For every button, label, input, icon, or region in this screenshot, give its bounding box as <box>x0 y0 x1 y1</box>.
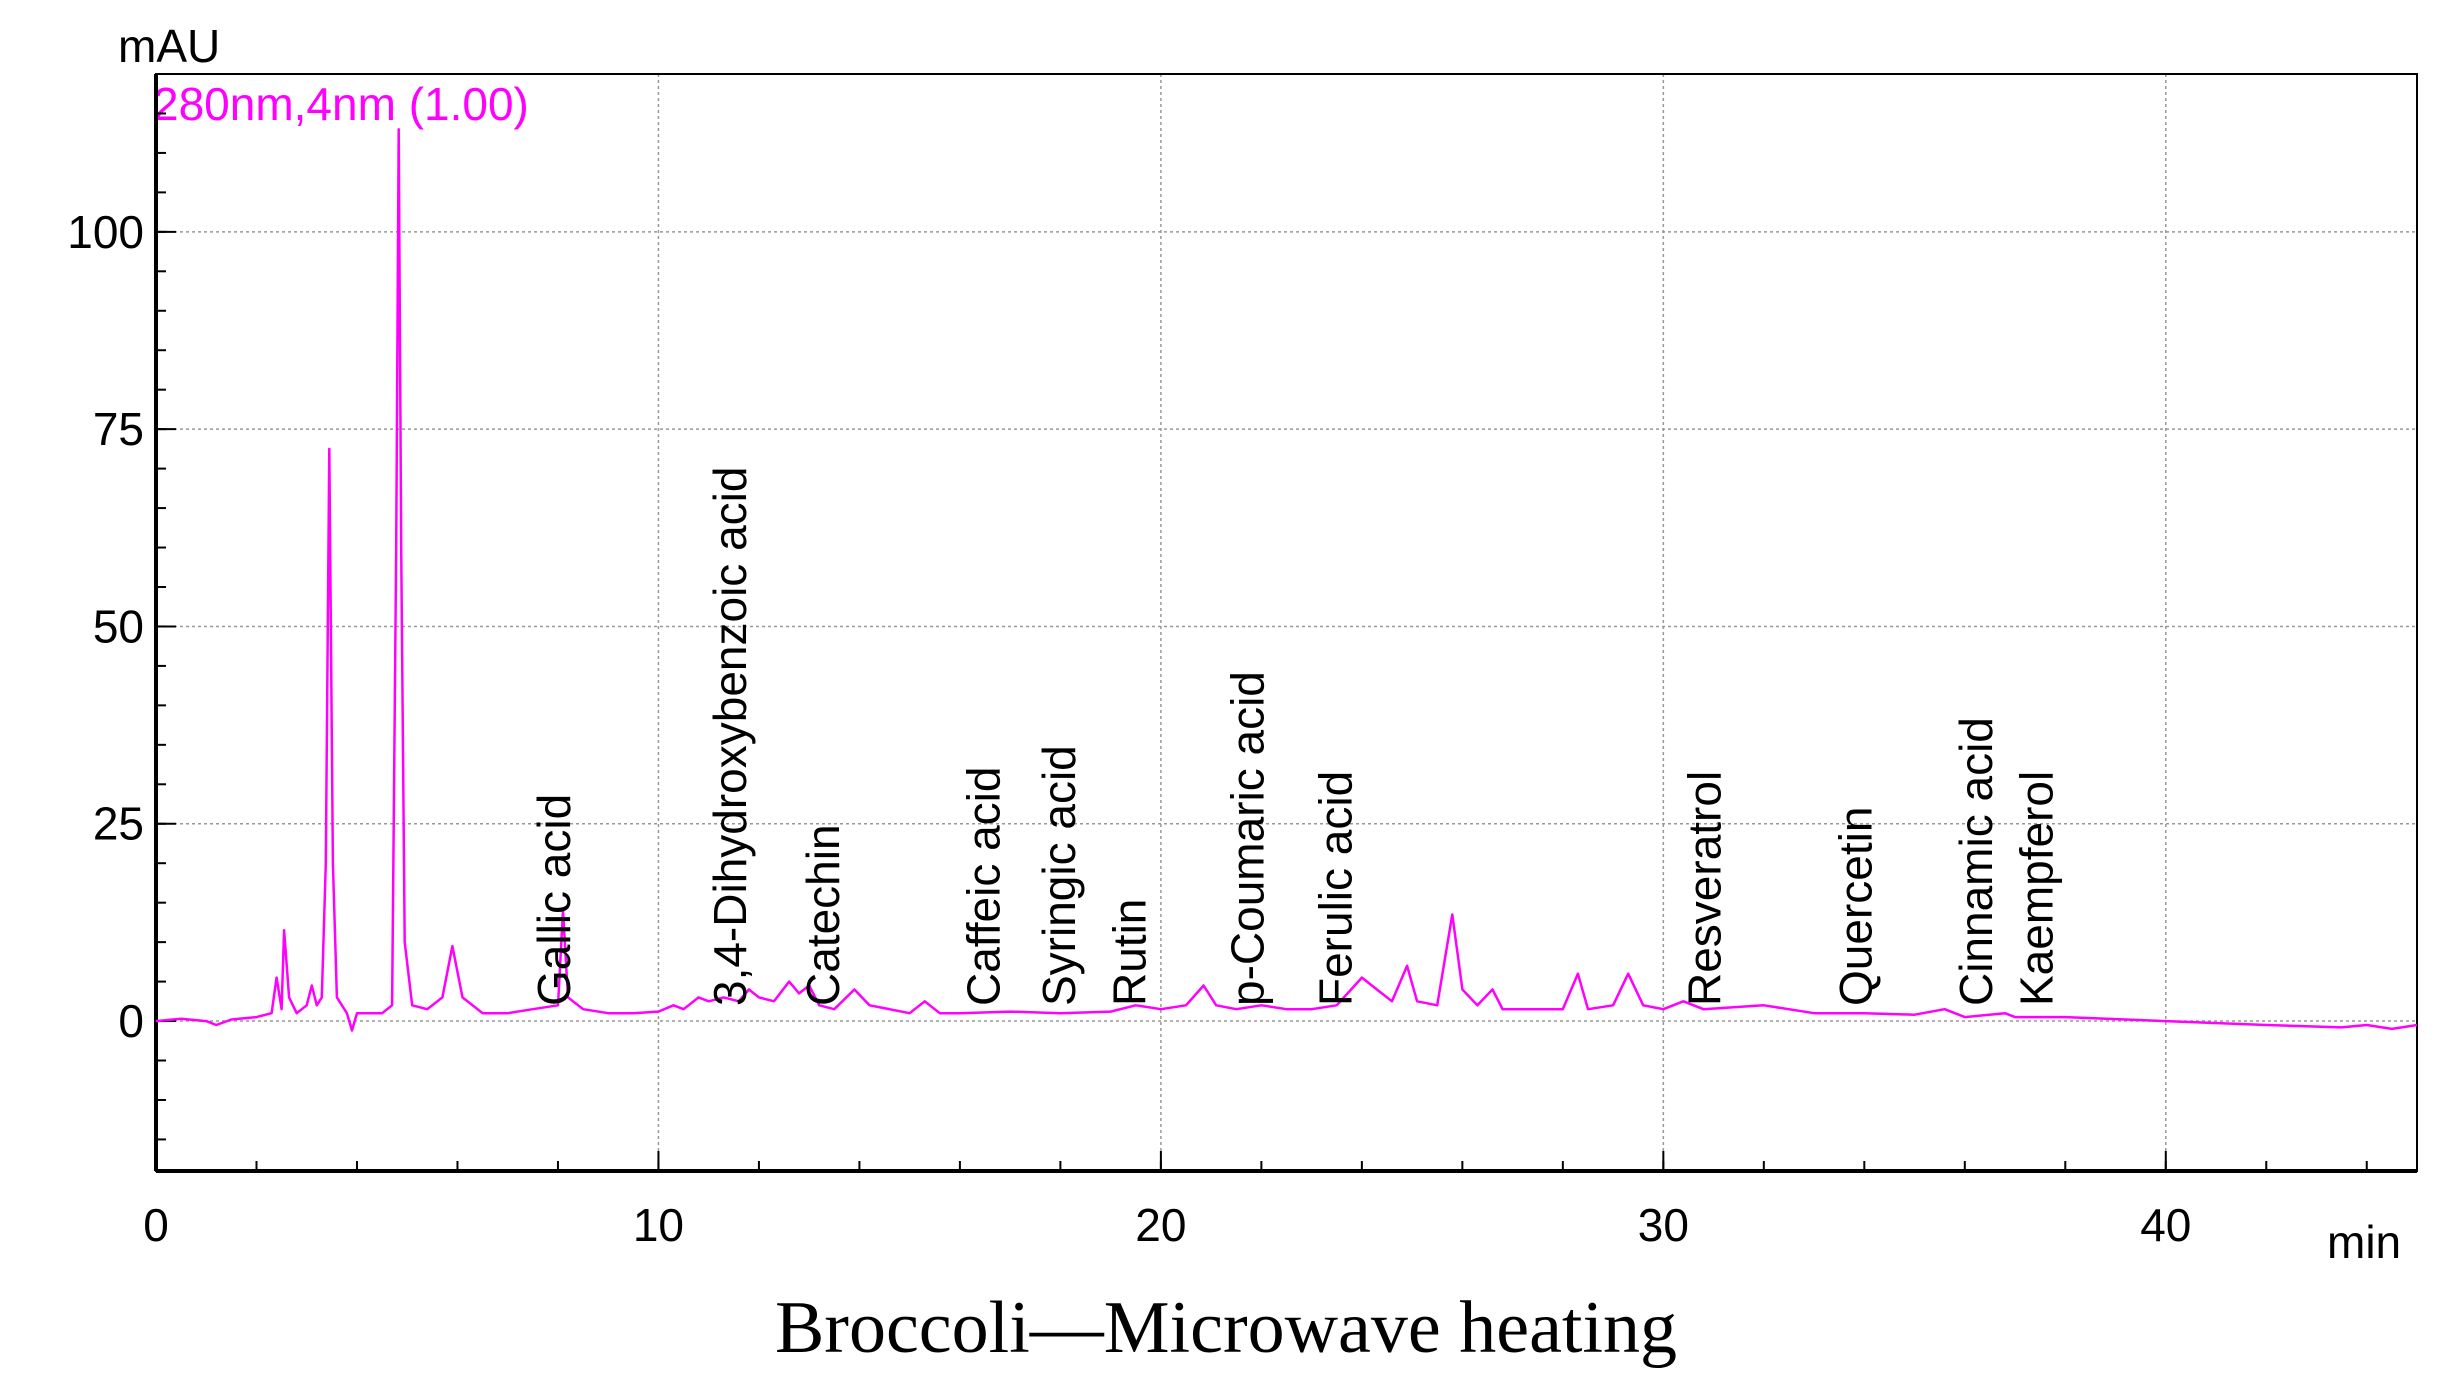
peak-label: Syringic acid <box>1033 745 1085 1006</box>
peak-label: 3,4-Dihydroxybenzoic acid <box>704 467 756 1006</box>
trace <box>155 127 2418 1032</box>
series-label: 280nm,4nm (1.00) <box>153 78 529 130</box>
peak-label: Caffeic acid <box>958 766 1010 1006</box>
peak-label: Resveratrol <box>1679 771 1731 1006</box>
y-axis-label: mAU <box>118 20 220 72</box>
peak-label: Rutin <box>1103 899 1155 1006</box>
x-axis-label: min <box>2327 1216 2401 1268</box>
x-tick-label: 20 <box>1135 1199 1186 1251</box>
y-tick-label: 50 <box>93 600 144 652</box>
peak-label: Ferulic acid <box>1309 771 1361 1006</box>
peak-label: p-Coumaric acid <box>1221 671 1273 1006</box>
plot-frame <box>155 73 2418 1172</box>
y-tick-label: 100 <box>67 206 144 258</box>
peak-label: Quercetin <box>1829 807 1881 1006</box>
x-tick-label: 30 <box>1638 1199 1689 1251</box>
peak-label: Kaempferol <box>2010 771 2062 1006</box>
x-tick-label: 10 <box>633 1199 684 1251</box>
peak-label: Catechin <box>797 824 849 1006</box>
peak-label: Gallic acid <box>528 794 580 1006</box>
x-tick-label: 40 <box>2140 1199 2191 1251</box>
peak-label: Cinnamic acid <box>1950 717 2002 1006</box>
y-tick-label: 25 <box>93 798 144 850</box>
x-tick-label: 0 <box>143 1199 169 1251</box>
chart-title: Broccoli—Microwave heating <box>775 1287 1677 1369</box>
y-tick-label: 0 <box>118 995 144 1047</box>
y-tick-label: 75 <box>93 403 144 455</box>
